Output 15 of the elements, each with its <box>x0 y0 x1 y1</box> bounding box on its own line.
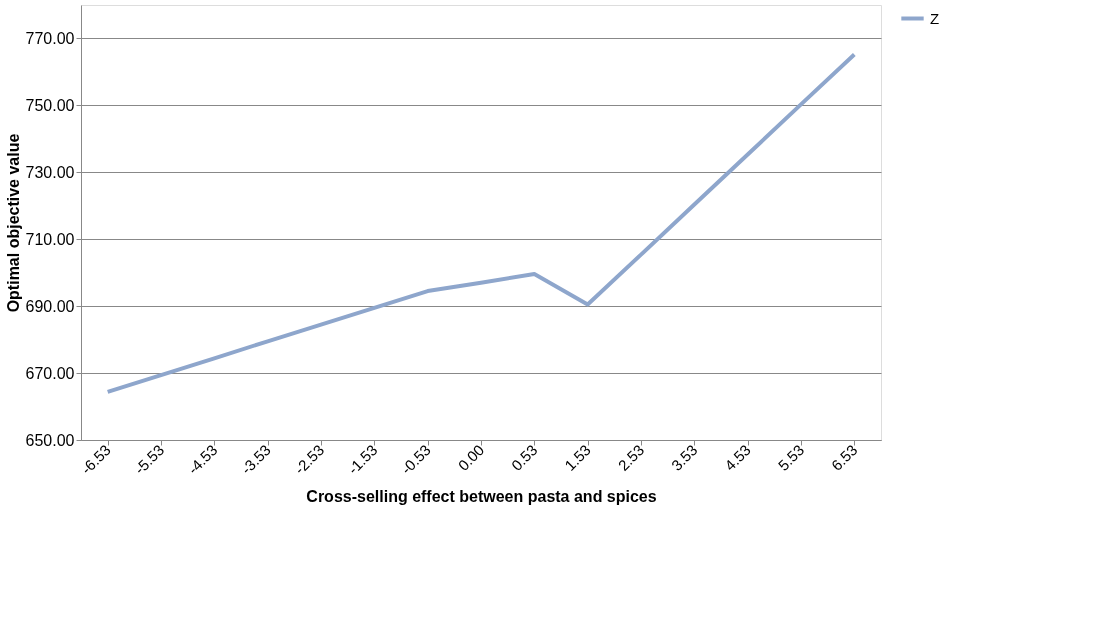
x-tick-label: 6.53 <box>827 441 861 474</box>
x-tick-label: 0.00 <box>454 441 488 474</box>
y-tick-label: 670.00 <box>25 364 75 382</box>
legend-label: Z <box>930 9 940 27</box>
x-axis-title: Cross-selling effect between pasta and spices <box>306 488 657 506</box>
x-tick-label: 4.53 <box>721 441 754 474</box>
y-tick-label: 710.00 <box>25 230 75 248</box>
y-tick-label: 770.00 <box>25 29 75 47</box>
y-axis-title: Optimal objective value <box>4 133 22 313</box>
y-tick-label: 690.00 <box>25 297 75 315</box>
line-series <box>105 52 857 394</box>
y-tick-label: 650.00 <box>25 431 75 449</box>
y-tick-label: 750.00 <box>25 96 75 114</box>
y-tick-label: 730.00 <box>25 163 75 181</box>
x-tick-label: 0.53 <box>507 441 541 474</box>
